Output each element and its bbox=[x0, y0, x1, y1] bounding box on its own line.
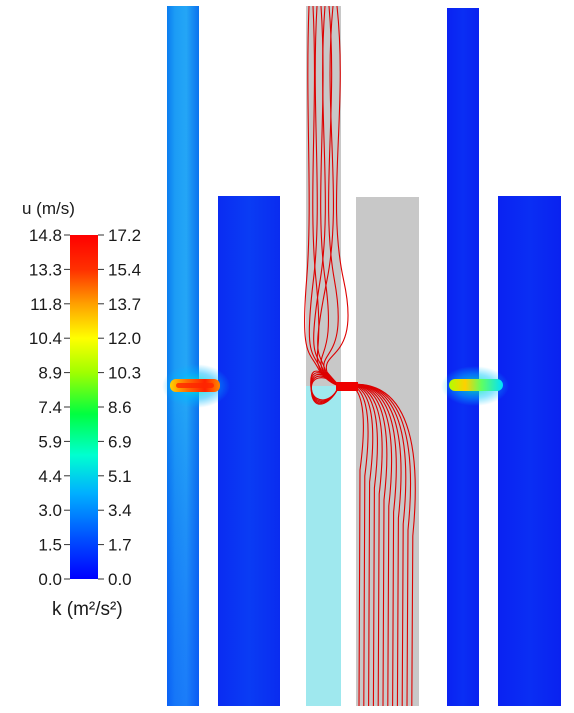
u-tick-label: 3.0 bbox=[38, 501, 62, 520]
streamline-orifice bbox=[336, 382, 358, 391]
k-tick-label: 3.4 bbox=[108, 501, 132, 520]
streamline bbox=[317, 5, 341, 387]
legend-title-k-text: k (m²/s²) bbox=[52, 599, 123, 620]
streamline bbox=[310, 370, 339, 405]
u-tick-label: 1.5 bbox=[38, 536, 62, 555]
k-tick-label: 8.6 bbox=[108, 398, 132, 417]
u-tick-label: 0.0 bbox=[38, 570, 62, 589]
k-tick-label: 0.0 bbox=[108, 570, 132, 589]
legend-title-k: k (m²/s²) bbox=[52, 599, 123, 620]
u-tick-label: 5.9 bbox=[38, 432, 62, 451]
k-tick-labels: 17.2 15.4 13.7 12.0 10.3 8.6 6.9 5.1 3.4 1.7 0.0 bbox=[98, 226, 141, 589]
legend-title-u: u (m/s) bbox=[22, 199, 75, 218]
outlet-block bbox=[218, 196, 280, 706]
inlet-channel-shade bbox=[167, 6, 199, 706]
k-tick-label: 17.2 bbox=[108, 226, 141, 245]
k-orifice-jet bbox=[449, 379, 503, 391]
k-tick-label: 15.4 bbox=[108, 260, 141, 279]
colorbar-legend: u (m/s) 14.813.311.810.48.97.45.94.43.01… bbox=[22, 199, 141, 620]
k-tick-label: 5.1 bbox=[108, 467, 132, 486]
streamline bbox=[339, 383, 416, 707]
turbulent-kinetic-energy-panel bbox=[441, 8, 561, 706]
streamline-outlet-block bbox=[356, 197, 419, 706]
velocity-contour-panel bbox=[162, 6, 280, 706]
u-tick-label: 13.3 bbox=[29, 260, 62, 279]
streamline bbox=[325, 5, 349, 387]
colorbar bbox=[70, 235, 98, 579]
u-tick-label: 14.8 bbox=[29, 226, 62, 245]
u-tick-label: 4.4 bbox=[38, 467, 62, 486]
u-tick-label: 8.9 bbox=[38, 364, 62, 383]
k-tick-label: 6.9 bbox=[108, 432, 132, 451]
u-tick-label: 11.8 bbox=[30, 295, 62, 314]
k-inlet-channel bbox=[447, 8, 479, 706]
u-tick-label: 7.4 bbox=[38, 398, 62, 417]
u-tick-labels: 14.8 13.3 11.8 10.4 8.9 7.4 5.9 4.4 3.0 1.5 0.0 bbox=[29, 226, 70, 589]
orifice-jet-core bbox=[176, 383, 214, 388]
streamline-panel bbox=[304, 5, 419, 707]
k-tick-label: 12.0 bbox=[108, 329, 141, 348]
k-tick-label: 10.3 bbox=[108, 364, 141, 383]
k-outlet-block bbox=[498, 196, 561, 706]
k-tick-label: 13.7 bbox=[108, 295, 141, 314]
k-tick-label: 1.7 bbox=[108, 536, 132, 555]
streamline-channel-lower bbox=[306, 386, 341, 706]
u-tick-label: 10.4 bbox=[29, 329, 62, 348]
